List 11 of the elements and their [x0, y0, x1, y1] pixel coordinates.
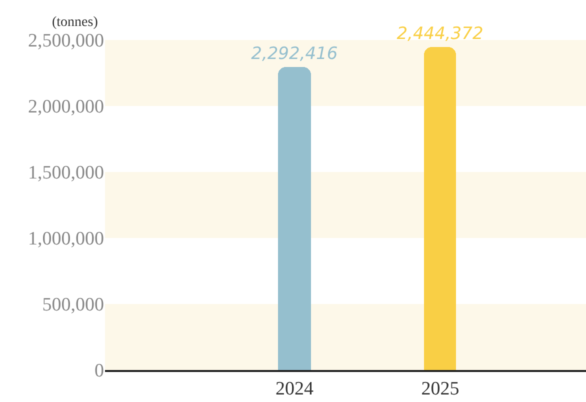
y-axis-title: (tonnes) — [52, 15, 98, 30]
y-tick-label: 500,000 — [42, 294, 104, 316]
data-label: 2,444,372 — [396, 24, 484, 44]
y-tick-label: 1,000,000 — [28, 228, 104, 250]
data-label: 2,292,416 — [251, 44, 338, 64]
y-tick-label: 0 — [94, 360, 104, 382]
x-tick-label: 2025 — [421, 378, 460, 400]
y-tick-label: 2,500,000 — [28, 30, 104, 52]
x-tick-label: 2024 — [275, 378, 314, 400]
y-tick-label: 1,500,000 — [28, 162, 104, 184]
y-tick-label: 2,000,000 — [28, 96, 104, 118]
